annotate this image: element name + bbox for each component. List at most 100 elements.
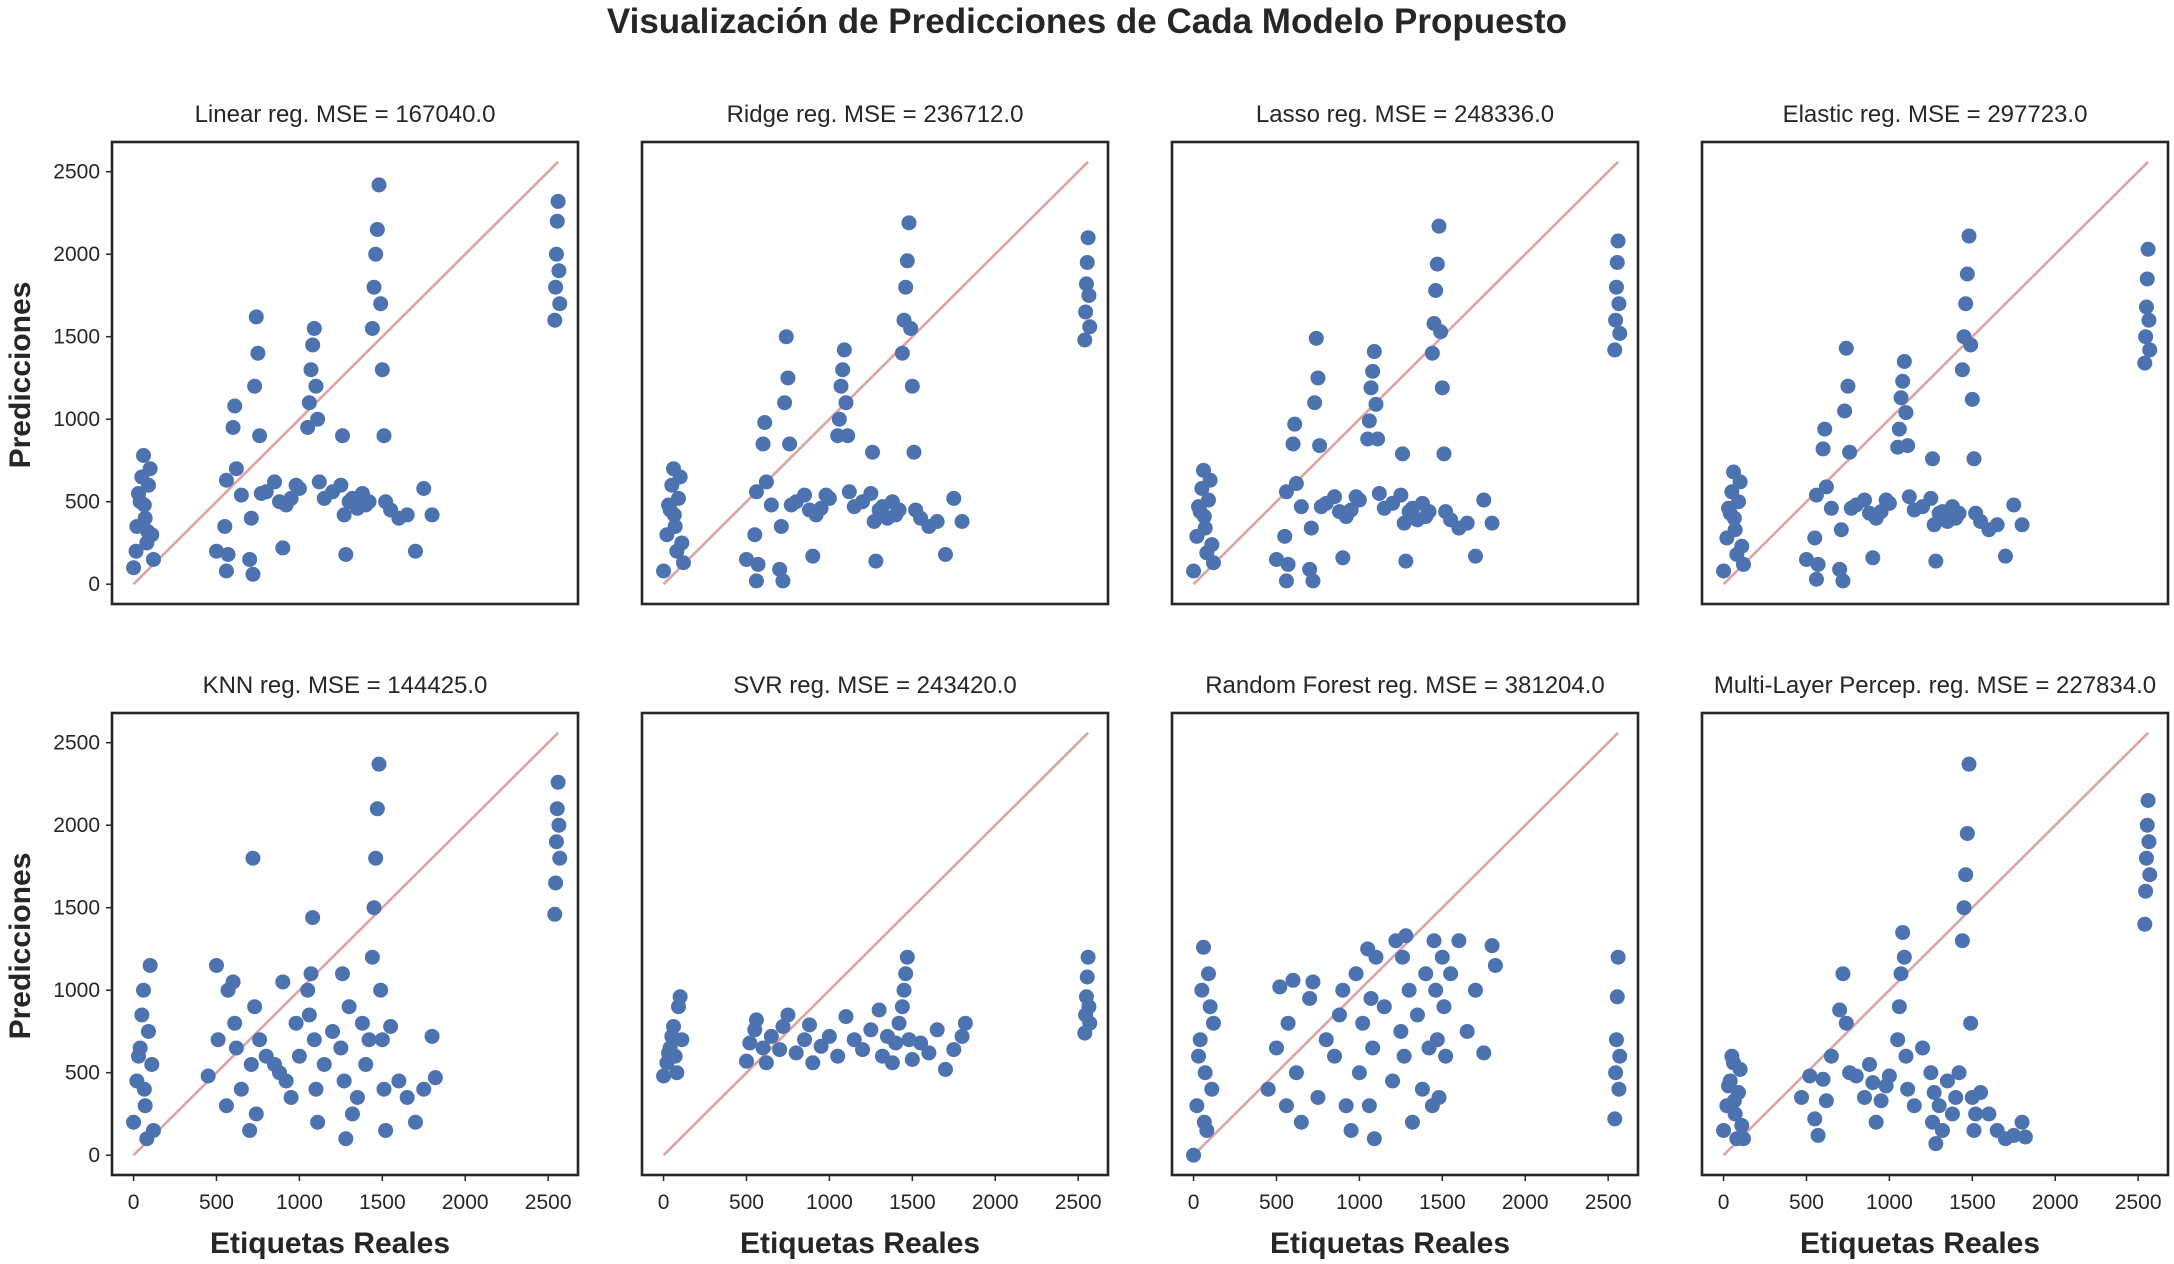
scatter-point — [1418, 966, 1434, 982]
scatter-point — [1891, 421, 1907, 437]
scatter-point — [233, 487, 249, 503]
scatter-point — [1959, 266, 1975, 282]
x-tick-label: 0 — [128, 1191, 140, 1214]
scatter-point — [1966, 1122, 1982, 1138]
scatter-point — [904, 1052, 920, 1067]
scatter-point — [1818, 1093, 1834, 1109]
scatter-point — [373, 296, 389, 312]
scatter-point — [218, 472, 234, 488]
scatter-point — [1082, 319, 1098, 335]
scatter-point — [250, 345, 266, 361]
scatter-point — [1609, 254, 1625, 270]
scatter-point — [1202, 999, 1218, 1015]
scatter-point — [1810, 1127, 1826, 1143]
scatter-point — [1395, 949, 1411, 965]
scatter-point — [1900, 1081, 1916, 1097]
identity-line — [1192, 160, 1620, 586]
x-tick-label: 0 — [1718, 1191, 1730, 1214]
scatter-point — [772, 561, 788, 577]
x-tick-label: 2000 — [1502, 1191, 1549, 1214]
scatter-point — [1401, 982, 1417, 998]
scatter-point — [1925, 451, 1941, 467]
scatter-point — [1424, 345, 1440, 361]
scatter-point — [374, 1032, 390, 1048]
y-tick-label: 0 — [88, 1144, 100, 1167]
scatter-point — [855, 1042, 871, 1058]
scatter-point — [283, 1089, 299, 1105]
scatter-point — [407, 1114, 423, 1130]
scatter-point — [1954, 362, 1970, 378]
subplot-title: Ridge reg. MSE = 236712.0 — [727, 101, 1024, 128]
scatter-point — [1810, 556, 1826, 572]
y-axis-label-top: Predicciones — [4, 282, 37, 469]
scatter-point — [248, 1106, 264, 1122]
scatter-point — [547, 906, 563, 922]
x-axis-label-4: Etiquetas Reales — [1800, 1227, 2040, 1260]
scatter-point — [1285, 436, 1301, 452]
scatter-point — [1873, 1093, 1889, 1109]
scatter-point — [1832, 561, 1848, 577]
scatter-point — [846, 1032, 862, 1048]
scatter-point — [136, 497, 152, 513]
x-tick-label: 2000 — [972, 1191, 1019, 1214]
scatter-point — [946, 1042, 962, 1058]
scatter-point — [275, 974, 291, 990]
scatter-point — [137, 510, 153, 526]
scatter-point — [1385, 1073, 1401, 1089]
x-tick-label: 2500 — [1585, 1191, 1632, 1214]
scatter-point — [894, 345, 910, 361]
scatter-point — [674, 1032, 690, 1048]
scatter-point — [1966, 451, 1982, 467]
scatter-point — [904, 378, 920, 394]
scatter-point — [1934, 1122, 1950, 1138]
scatter-point — [145, 551, 161, 567]
scatter-point — [2141, 834, 2157, 850]
scatter-point — [1898, 1048, 1914, 1064]
x-axis-label-3: Etiquetas Reales — [1270, 1227, 1510, 1260]
scatter-point — [1891, 999, 1907, 1015]
scatter-point — [805, 548, 821, 564]
subplot-5: KNN reg. MSE = 144425.0 0 500 1000 1500 2000 2… — [53, 672, 580, 1214]
x-tick-label: 2000 — [2032, 1191, 2079, 1214]
scatter-point — [1363, 380, 1379, 396]
scatter-point — [1343, 1122, 1359, 1138]
scatter-point — [1204, 1081, 1220, 1097]
scatter-point — [300, 982, 316, 998]
scatter-point — [366, 279, 382, 295]
scatter-point — [763, 1028, 779, 1044]
scatter-point — [1484, 515, 1500, 531]
scatter-point — [2138, 329, 2154, 345]
scatter-point — [1278, 573, 1294, 589]
identity-line — [132, 160, 560, 586]
scatter-point — [1607, 342, 1623, 358]
scatter-point — [549, 213, 565, 229]
scatter-point — [416, 481, 432, 496]
scatter-point — [371, 177, 387, 193]
scatter-point — [1608, 1065, 1624, 1081]
scatter-point — [1194, 982, 1210, 998]
scatter-point — [364, 949, 380, 965]
scatter-point — [1077, 332, 1093, 348]
scatter-point — [1833, 522, 1849, 538]
scatter-point — [1815, 441, 1831, 457]
scatter-point — [1881, 495, 1897, 511]
scatter-point — [1959, 825, 1975, 841]
scatter-point — [252, 428, 268, 444]
scatter-point — [1280, 1015, 1296, 1031]
scatter-point — [1079, 254, 1095, 270]
scatter-point — [1835, 573, 1851, 589]
scatter-point — [1868, 1114, 1884, 1130]
scatter-point — [1434, 380, 1450, 396]
scatter-point — [1926, 1085, 1942, 1100]
scatter-point — [1272, 979, 1288, 995]
scatter-point — [1893, 390, 1909, 406]
scatter-point — [301, 1007, 317, 1023]
scatter-point — [1433, 324, 1449, 340]
scatter-point — [866, 514, 882, 529]
scatter-point — [1958, 296, 1974, 312]
x-tick-label: 0 — [1188, 1191, 1200, 1214]
scatter-point — [748, 484, 764, 500]
identity-line — [1722, 731, 2150, 1157]
scatter-point — [1901, 489, 1917, 505]
identity-line — [662, 160, 1090, 586]
